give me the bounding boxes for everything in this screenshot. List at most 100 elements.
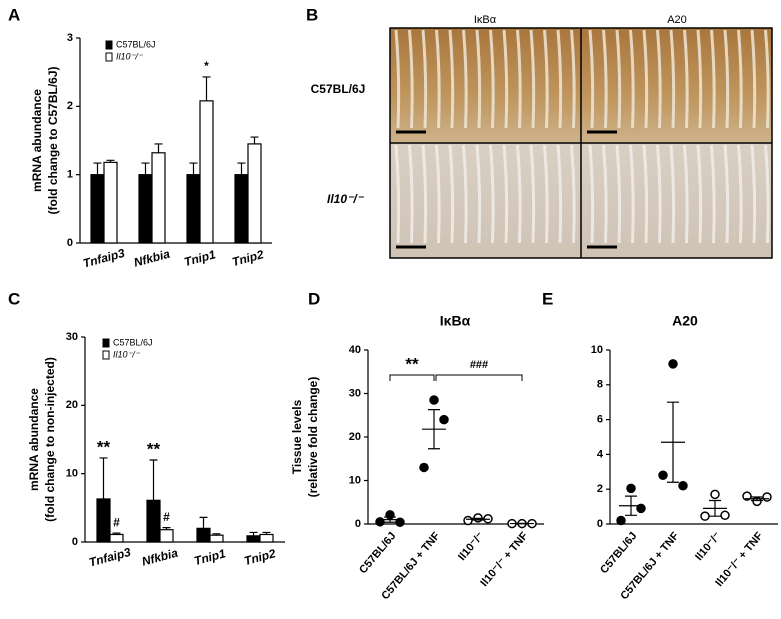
x-tick-label: Nfkbia — [132, 247, 171, 270]
bar — [196, 527, 211, 543]
villus-gap — [394, 29, 401, 129]
villus-gap — [642, 29, 649, 129]
y-tick-label: 20 — [66, 399, 78, 411]
sem-bar — [625, 495, 637, 516]
error-bar — [106, 159, 115, 163]
villus-gap — [656, 144, 662, 244]
comparison-bracket — [435, 374, 523, 381]
sem-bar — [384, 516, 396, 523]
villus-gap — [529, 144, 536, 244]
error-bar — [262, 531, 271, 535]
x-tick-label: Tnfaip3 — [81, 246, 126, 271]
y-axis-label: (fold change to non-injected) — [43, 357, 57, 522]
error-bar — [199, 516, 208, 529]
bar — [151, 152, 166, 244]
villus-gap — [750, 144, 757, 244]
villus-gap — [489, 144, 495, 244]
significance-mark: ### — [470, 359, 488, 371]
y-tick-label: 6 — [597, 414, 603, 426]
villus-gap — [543, 29, 549, 129]
legend-swatch — [105, 52, 113, 62]
data-point — [616, 515, 626, 526]
error-bar — [250, 136, 259, 144]
error-bar — [154, 143, 163, 153]
data-point — [439, 414, 449, 425]
villus-gap — [516, 29, 522, 129]
bar — [199, 100, 214, 244]
villus-gap — [696, 144, 703, 244]
x-tick-label: Tnip2 — [243, 546, 278, 568]
villus-gap — [723, 29, 730, 129]
data-point — [419, 462, 429, 473]
y-tick-label: 4 — [597, 448, 604, 460]
villus-gap — [408, 144, 414, 244]
villus-gap — [615, 144, 622, 244]
villus-gap — [435, 144, 441, 244]
bar — [246, 535, 261, 543]
data-point — [720, 510, 730, 521]
villus-gap — [408, 29, 414, 129]
y-tick-label: 0 — [355, 518, 361, 530]
data-point — [636, 503, 646, 514]
villus-gap — [421, 29, 428, 129]
y-tick-label: 30 — [66, 331, 78, 343]
data-point — [710, 489, 720, 500]
legend-swatch — [102, 350, 110, 360]
tissue-image — [390, 28, 581, 143]
y-tick-label: 8 — [597, 379, 603, 391]
data-point — [742, 491, 752, 501]
error-bar — [149, 459, 158, 501]
y-axis-label: Tissue levels — [290, 399, 304, 474]
villus-gap — [448, 144, 455, 244]
villus-gap — [602, 144, 608, 244]
villus-gap — [570, 29, 576, 129]
data-point — [429, 395, 439, 405]
tissue-image — [581, 143, 772, 258]
y-tick-label: 10 — [591, 344, 603, 356]
x-tick-label: Nfkbia — [140, 546, 179, 569]
legend-label: C57BL/6J — [113, 337, 153, 347]
tissue-image — [390, 143, 581, 258]
bar — [209, 534, 224, 543]
comparison-bracket — [389, 374, 435, 381]
chart-title: A20 — [672, 313, 698, 329]
significance-mark: ** — [405, 354, 419, 373]
x-tick-label: Tnfaip3 — [87, 545, 132, 570]
x-tick-label: Il10⁻/⁻ + TNF — [478, 530, 530, 589]
legend-swatch — [105, 40, 113, 50]
y-tick-label: 2 — [597, 483, 603, 495]
x-tick-label: C57BL/6J — [598, 530, 639, 576]
villus-gap — [516, 144, 522, 244]
y-tick-label: 2 — [67, 100, 73, 112]
villus-gap — [737, 29, 743, 129]
error-bar — [141, 162, 150, 175]
legend-swatch — [102, 338, 110, 348]
villus-gap — [642, 144, 649, 244]
error-bar — [162, 527, 171, 530]
error-bar — [212, 533, 221, 536]
villus-gap — [615, 29, 622, 129]
bar — [90, 174, 105, 244]
data-point — [463, 515, 473, 526]
villus-gap — [683, 144, 689, 244]
villus-gap — [570, 144, 576, 244]
villus-gap — [656, 29, 662, 129]
villus-gap — [435, 29, 441, 129]
error-bar — [112, 532, 121, 535]
panel-label: D — [308, 289, 320, 308]
villus-gap — [696, 29, 703, 129]
sem-bar — [472, 517, 484, 521]
villus-gap — [629, 29, 635, 129]
significance-mark: # — [163, 510, 170, 524]
y-axis-label: (relative fold change) — [306, 377, 320, 498]
significance-mark: ** — [147, 439, 161, 458]
villus-gap — [683, 29, 689, 129]
villus-gap — [602, 29, 608, 129]
x-tick-label: Tnip2 — [231, 247, 266, 269]
legend-label: Il10⁻/⁻ — [113, 349, 141, 359]
y-tick-label: 3 — [67, 32, 73, 44]
villus-gap — [502, 29, 509, 129]
y-tick-label: 40 — [349, 344, 361, 356]
data-point — [668, 359, 678, 369]
